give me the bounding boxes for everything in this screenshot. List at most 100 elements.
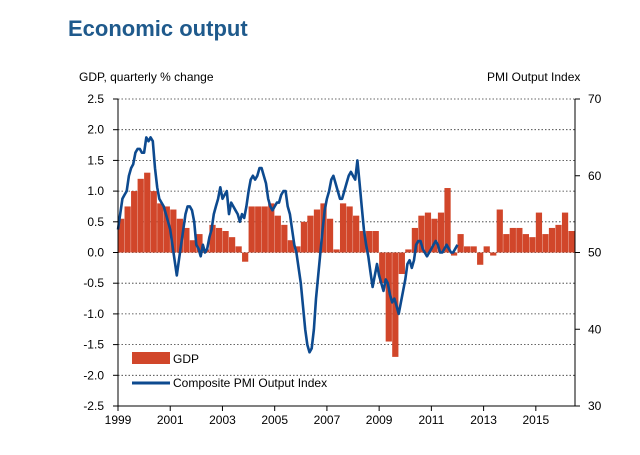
gdp-bar <box>268 203 275 253</box>
gdp-bar <box>548 227 556 253</box>
left-tick-label: 2.0 <box>87 123 104 137</box>
gdp-bar <box>137 178 144 253</box>
gdp-bar <box>561 212 569 253</box>
gdp-bar <box>457 234 464 253</box>
gdp-bar <box>170 209 177 253</box>
gdp-bar <box>398 252 405 274</box>
left-tick-label: 0.0 <box>87 246 104 260</box>
pmi-line <box>116 136 459 354</box>
right-tick-label: 50 <box>588 246 602 260</box>
gdp-bar <box>215 227 223 253</box>
gdp-bar <box>228 237 236 253</box>
gdp-bars <box>118 172 575 357</box>
gdp-bar <box>424 212 432 253</box>
right-tick-label: 60 <box>588 169 602 183</box>
gdp-bar <box>209 224 216 253</box>
gdp-bar <box>477 252 484 265</box>
x-tick-label: 2001 <box>157 413 184 427</box>
right-tick-label: 70 <box>588 92 602 106</box>
gdp-bar <box>287 240 294 253</box>
gdp-bar <box>470 246 477 253</box>
legend-pmi-label: Composite PMI Output Index <box>173 376 327 390</box>
left-tick-label: 1.5 <box>87 153 104 167</box>
chart-title: Economic output <box>68 16 248 41</box>
gdp-bar <box>555 224 562 253</box>
gdp-bar <box>124 206 131 253</box>
legend-gdp-label: GDP <box>173 352 199 366</box>
gdp-bar <box>242 252 249 262</box>
gdp-bar <box>313 209 321 253</box>
gdp-bar <box>535 212 543 253</box>
gdp-bar <box>529 237 536 253</box>
left-tick-label: 1.0 <box>87 184 104 198</box>
x-tick-label: 2009 <box>366 413 393 427</box>
gdp-bar <box>150 191 157 253</box>
gdp-bar <box>444 188 451 253</box>
right-axis-label: PMI Output Index <box>487 70 581 84</box>
gdp-bar <box>353 215 360 253</box>
x-tick-label: 2007 <box>314 413 341 427</box>
legend-gdp-swatch <box>132 352 170 364</box>
gdp-bar <box>248 206 255 253</box>
gdp-bar <box>522 234 529 253</box>
gdp-bar <box>255 206 262 253</box>
gdp-bar <box>366 231 373 253</box>
gdp-bar <box>379 252 386 284</box>
left-tick-label: -1.0 <box>83 307 104 321</box>
left-tick-label: -2.0 <box>83 368 104 382</box>
gdp-bar <box>496 209 503 253</box>
gdp-bar <box>372 231 379 253</box>
gdp-bar <box>326 218 334 253</box>
gdp-bar <box>281 224 288 253</box>
gdp-bar <box>189 240 197 253</box>
gdp-bar <box>346 206 353 253</box>
right-tick-label: 30 <box>588 399 602 413</box>
gdp-bar <box>131 191 138 253</box>
gdp-bar <box>294 246 301 253</box>
x-tick-label: 2005 <box>261 413 288 427</box>
left-tick-label: 0.5 <box>87 215 104 229</box>
gdp-bar <box>464 246 471 253</box>
gdp-bar <box>222 231 229 253</box>
gdp-bar <box>490 252 497 256</box>
gdp-bar <box>261 206 268 253</box>
gdp-bar <box>418 215 425 253</box>
x-tick-label: 1999 <box>105 413 132 427</box>
axes: 2.5 2.0 1.5 1.0 0.5 0.0 -0.5 -1.0 -1.5 -2.0 -2.5 70… <box>83 92 601 427</box>
left-tick-label: -1.5 <box>83 338 104 352</box>
gdp-bar <box>157 203 164 253</box>
gdp-bar <box>503 234 510 253</box>
gdp-bar <box>509 227 516 253</box>
gdp-bar <box>483 246 490 253</box>
gdp-bar <box>542 234 549 253</box>
gdp-bar <box>274 215 281 253</box>
gdp-bar <box>118 218 125 253</box>
gdp-bar <box>144 172 151 253</box>
gdp-bar <box>183 227 190 253</box>
gdp-bar <box>300 221 308 253</box>
gdp-bar <box>411 227 419 253</box>
gdp-bar <box>568 231 575 253</box>
gdp-bar <box>339 203 347 253</box>
pmi-line-series <box>116 136 459 354</box>
left-tick-label: -0.5 <box>83 276 104 290</box>
x-tick-label: 2003 <box>209 413 236 427</box>
right-tick-label: 40 <box>588 322 602 336</box>
x-tick-label: 2011 <box>418 413 444 427</box>
gdp-bar <box>196 234 203 253</box>
gdp-bar <box>235 246 242 253</box>
gdp-bar <box>163 206 170 253</box>
left-tick-label: 2.5 <box>87 92 104 106</box>
gdp-bar <box>307 215 314 253</box>
left-tick-label: -2.5 <box>83 399 104 413</box>
legend: GDP Composite PMI Output Index <box>132 352 327 390</box>
gdp-bar <box>333 249 340 253</box>
gdp-bar <box>437 212 445 253</box>
gdp-bar <box>359 231 366 253</box>
gdp-bar <box>176 218 183 253</box>
gdp-bar <box>516 227 523 253</box>
x-tick-label: 2013 <box>470 413 497 427</box>
gdp-bar <box>385 252 392 342</box>
left-axis-label: GDP, quarterly % change <box>79 70 214 84</box>
